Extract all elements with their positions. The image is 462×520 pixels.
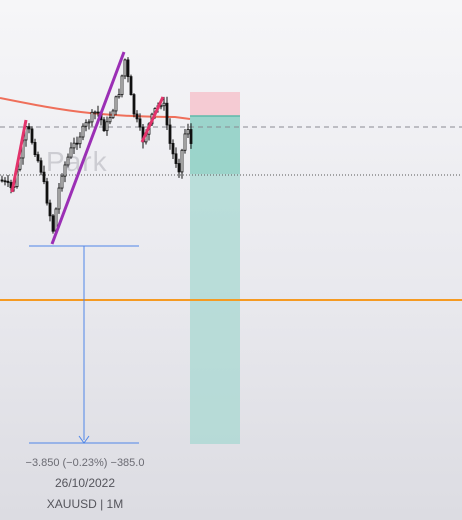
candle-body-29 — [88, 122, 90, 123]
candle-body-15 — [46, 182, 48, 203]
candle-body-56 — [169, 125, 171, 143]
candle-body-17 — [52, 216, 54, 231]
candle-body-46 — [139, 119, 141, 127]
candle-body-63 — [190, 130, 192, 144]
candle-body-34 — [103, 120, 105, 131]
candle-body-41 — [124, 60, 126, 76]
candle-body-40 — [121, 76, 123, 95]
profit-zone[interactable] — [190, 174, 240, 444]
candle-body-9 — [28, 127, 30, 129]
candle-body-42 — [127, 60, 129, 77]
candle-body-13 — [40, 161, 42, 172]
candle-body-0 — [1, 180, 3, 181]
symbol-label: XAUUSD | 1M — [0, 497, 170, 511]
candle-body-57 — [172, 143, 174, 153]
candle-body-38 — [115, 97, 117, 111]
candle-body-30 — [91, 112, 93, 122]
candle-body-16 — [49, 203, 51, 216]
candle-body-2 — [7, 181, 9, 182]
candle-body-32 — [97, 112, 99, 113]
stop-loss-zone[interactable] — [190, 92, 240, 116]
candle-body-25 — [76, 143, 78, 144]
candle-body-62 — [187, 130, 189, 134]
candle-body-55 — [166, 103, 168, 125]
candle-body-28 — [85, 123, 87, 126]
watermark-text: Park — [46, 146, 108, 178]
candle-body-43 — [130, 77, 132, 95]
candle-body-35 — [106, 122, 108, 131]
candle-body-27 — [82, 126, 84, 137]
candle-body-61 — [184, 134, 186, 150]
candle-body-59 — [178, 164, 180, 172]
candle-body-11 — [34, 142, 36, 154]
candle-body-31 — [94, 112, 96, 113]
measure-label: −3.850 (−0.23%) −385.0 — [0, 457, 170, 469]
profit-zone-filled[interactable] — [190, 116, 240, 174]
candle-body-10 — [31, 129, 33, 143]
candle-body-45 — [136, 114, 138, 119]
candle-body-26 — [79, 137, 81, 144]
candle-body-39 — [118, 95, 120, 97]
candle-body-60 — [181, 150, 183, 172]
candle-body-37 — [112, 111, 114, 118]
candle-body-54 — [163, 103, 165, 106]
zigzag-up-segment-3[interactable] — [142, 97, 163, 142]
candle-body-58 — [175, 154, 177, 164]
candle-body-44 — [133, 95, 135, 114]
candle-body-14 — [43, 172, 45, 181]
candle-body-19 — [58, 188, 60, 209]
candle-body-12 — [37, 155, 39, 161]
candle-body-1 — [4, 181, 6, 182]
candle-body-36 — [109, 118, 111, 122]
date-label: 26/10/2022 — [0, 476, 170, 490]
